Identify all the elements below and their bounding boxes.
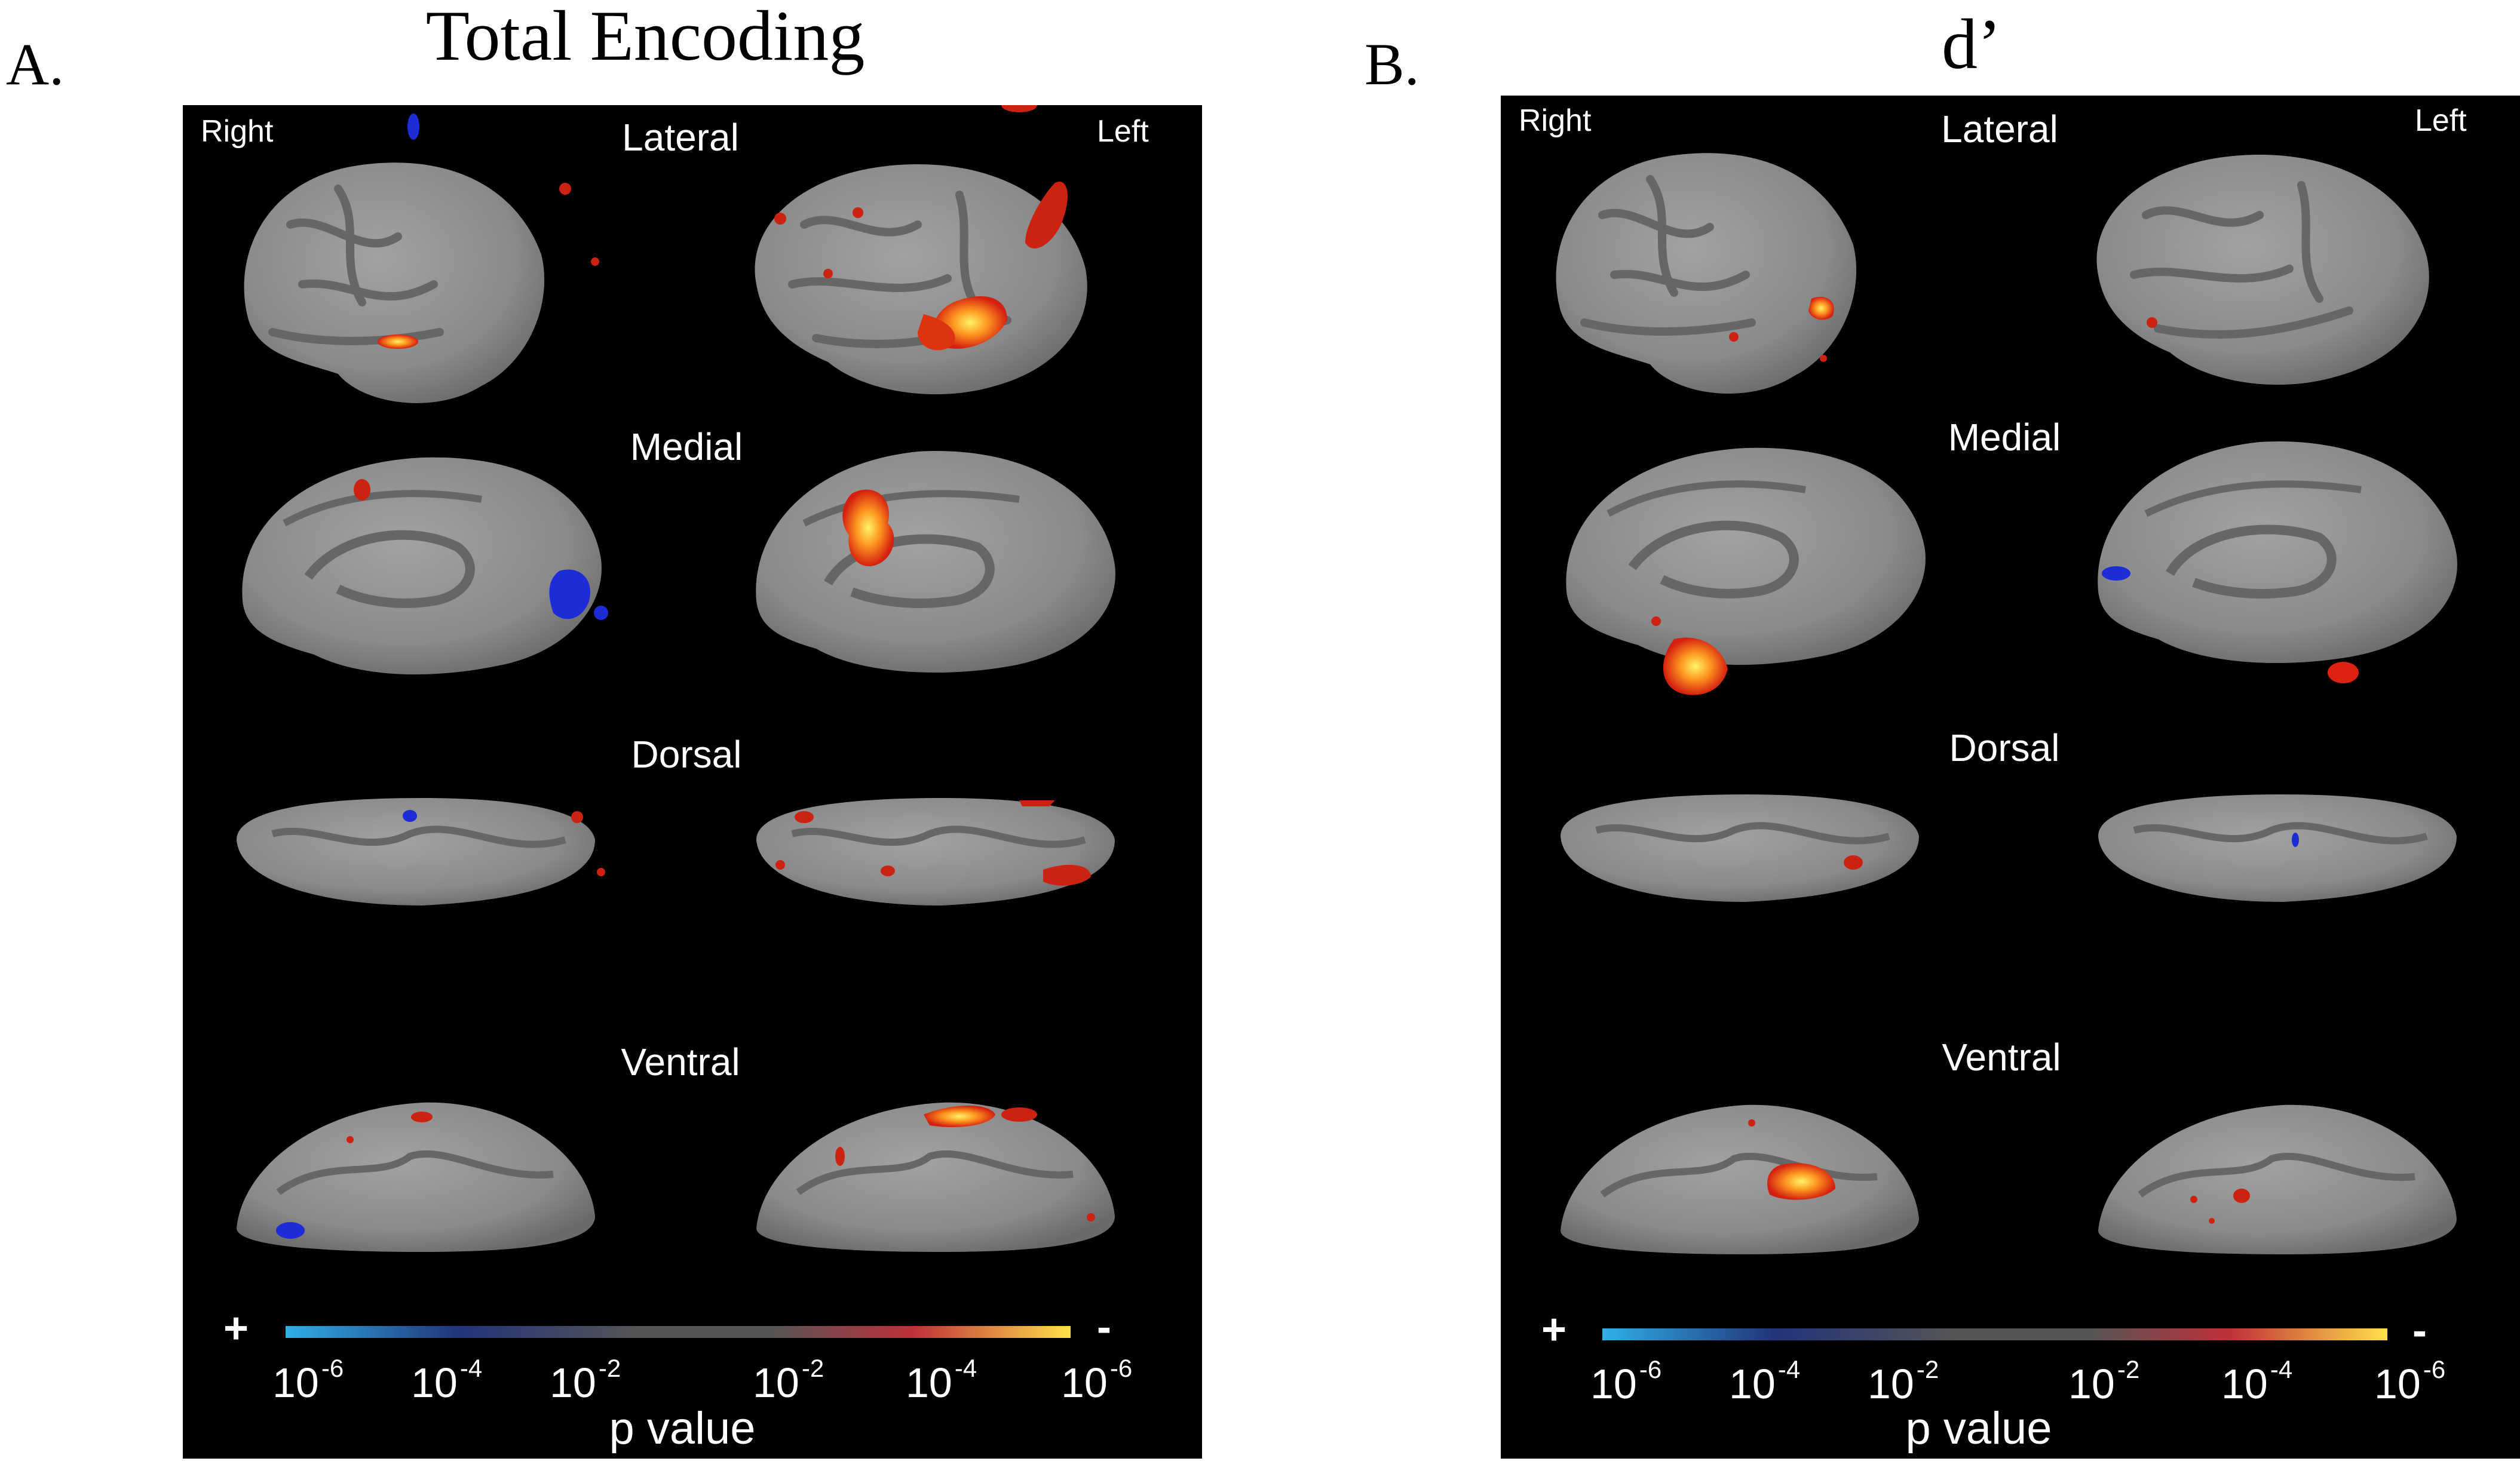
brain-ventral-right — [237, 1102, 595, 1252]
brain-ventral-left — [2098, 1104, 2457, 1254]
brain-dorsal-left — [2098, 794, 2457, 902]
view-label-ventral: Ventral — [621, 1040, 740, 1084]
view-label-lateral: Lateral — [1941, 108, 2058, 151]
brain-medial-left — [2098, 441, 2457, 683]
brain-medial-right — [1566, 447, 1926, 695]
brain-lateral-left — [755, 164, 1087, 395]
colorbar-tick: 10-6 — [272, 1354, 344, 1406]
colorbar-tick: 10-4 — [1729, 1355, 1801, 1407]
colorbar-tick: 10-6 — [2374, 1355, 2446, 1407]
colorbar-tick: 10-2 — [753, 1354, 824, 1406]
colorbar-plus: + — [223, 1305, 249, 1352]
colorbar-tick: 10-4 — [411, 1354, 483, 1406]
view-label-medial: Medial — [1948, 416, 2061, 459]
brain-lateral-right — [244, 113, 599, 403]
panel-b-brain-figure: Right Left Lateral Medial Dorsal Ventral… — [1501, 96, 2520, 1459]
brain-medial-right — [242, 457, 608, 675]
colorbar-gradient — [1602, 1328, 2387, 1340]
label-left: Left — [2415, 103, 2467, 138]
label-right: Right — [201, 114, 274, 149]
brain-medial-left — [756, 451, 1115, 673]
panel-b-brain-surfaces — [1556, 153, 2457, 1340]
brain-lateral-right — [1556, 153, 1857, 394]
colorbar-tick: 10-6 — [1061, 1354, 1133, 1406]
brain-lateral-left — [2096, 155, 2429, 385]
brain-dorsal-right — [237, 798, 605, 906]
colorbar-tick: 10-4 — [906, 1354, 977, 1406]
view-label-lateral: Lateral — [622, 116, 739, 159]
view-label-ventral: Ventral — [1942, 1036, 2061, 1079]
view-label-dorsal: Dorsal — [631, 733, 742, 776]
brain-ventral-right — [1561, 1104, 1919, 1254]
brain-ventral-left — [756, 105, 1115, 1252]
colorbar-tick: 10-2 — [1868, 1355, 1939, 1407]
panel-a-brain-figure: Right Left Lateral Medial Dorsal Ventral… — [183, 105, 1202, 1459]
label-left: Left — [1097, 114, 1149, 149]
colorbar-tick: 10-4 — [2221, 1355, 2293, 1407]
colorbar-tick: 10-2 — [550, 1354, 621, 1406]
brain-dorsal-right — [1561, 794, 1919, 902]
colorbar-label: p value — [609, 1403, 756, 1454]
colorbar-tick: 10-6 — [1590, 1355, 1662, 1407]
panel-a-letter: A. — [6, 31, 65, 97]
panel-b-title: d’ — [1942, 4, 2001, 84]
brain-dorsal-left — [756, 798, 1115, 906]
label-right: Right — [1519, 103, 1592, 138]
colorbar-gradient — [286, 1326, 1071, 1338]
colorbar-tick: 10-2 — [2068, 1355, 2140, 1407]
colorbar-plus: + — [1541, 1306, 1567, 1353]
colorbar-minus: - — [2412, 1307, 2427, 1355]
colorbar-minus: - — [1097, 1303, 1111, 1351]
panel-b-letter: B. — [1365, 31, 1420, 97]
panel-a-title: Total Encoding — [425, 0, 865, 75]
colorbar-label: p value — [1905, 1403, 2052, 1454]
view-label-dorsal: Dorsal — [1949, 726, 2060, 769]
view-label-medial: Medial — [630, 425, 743, 468]
panel-a-brain-surfaces — [237, 105, 1115, 1338]
